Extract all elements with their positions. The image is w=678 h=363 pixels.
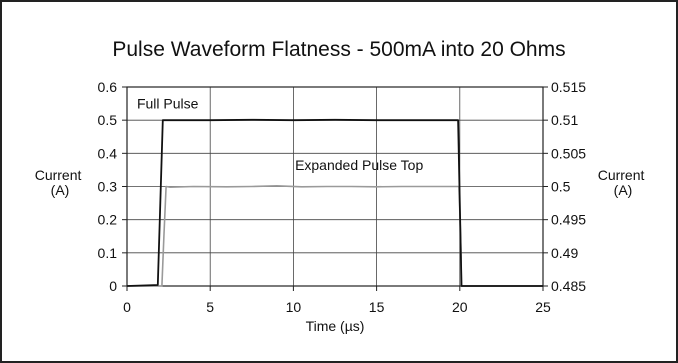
- y-axis-left-label-line2: (A): [51, 182, 70, 198]
- x-tick-label: 5: [206, 299, 214, 315]
- y-axis-left-label-line1: Current: [35, 167, 82, 183]
- y-left-tick-label: 0.6: [98, 79, 118, 95]
- y-axis-right-label: Current (A): [598, 167, 649, 198]
- y-axis-left-label: Current (A): [35, 167, 86, 198]
- y-right-tick-label: 0.5: [551, 179, 571, 195]
- annotation-full-pulse: Full Pulse: [137, 96, 199, 112]
- y-axis-right-label-line1: Current: [598, 167, 645, 183]
- y-right-tick-label: 0.515: [551, 79, 586, 95]
- x-tick-label: 25: [535, 299, 551, 315]
- y-left-tick-label: 0.3: [98, 179, 118, 195]
- x-tick-label: 15: [369, 299, 385, 315]
- y-left-tick-label: 0.5: [98, 112, 118, 128]
- annotation-expanded-pulse-top: Expanded Pulse Top: [295, 157, 423, 173]
- y-left-tick-label: 0.4: [98, 145, 118, 161]
- axis-ticks: [122, 86, 548, 291]
- y-left-tick-label: 0.2: [98, 212, 118, 228]
- y-left-tick-label: 0.1: [98, 245, 118, 261]
- chart-title: Pulse Waveform Flatness - 500mA into 20 …: [112, 38, 565, 61]
- y-left-tick-label: 0: [109, 278, 117, 294]
- y-right-tick-label: 0.485: [551, 278, 586, 294]
- x-tick-label: 0: [123, 299, 131, 315]
- series-line-full-pulse: [126, 118, 543, 287]
- x-tick-label: 10: [286, 299, 302, 315]
- y-right-tick-label: 0.495: [551, 212, 586, 228]
- x-axis-label: Time (µs): [306, 318, 365, 334]
- y-right-tick-label: 0.51: [551, 112, 578, 128]
- x-tick-label: 20: [452, 299, 468, 315]
- y-axis-right-label-line2: (A): [614, 182, 633, 198]
- y-right-tick-label: 0.49: [551, 245, 578, 261]
- tick-labels: 0 5 10 15 20 25 0 0.1 0.2 0.3 0.4 0.5 0.6 0.485 0.49 0.…: [98, 79, 587, 315]
- series-lines: [126, 118, 543, 287]
- y-right-tick-label: 0.505: [551, 145, 586, 161]
